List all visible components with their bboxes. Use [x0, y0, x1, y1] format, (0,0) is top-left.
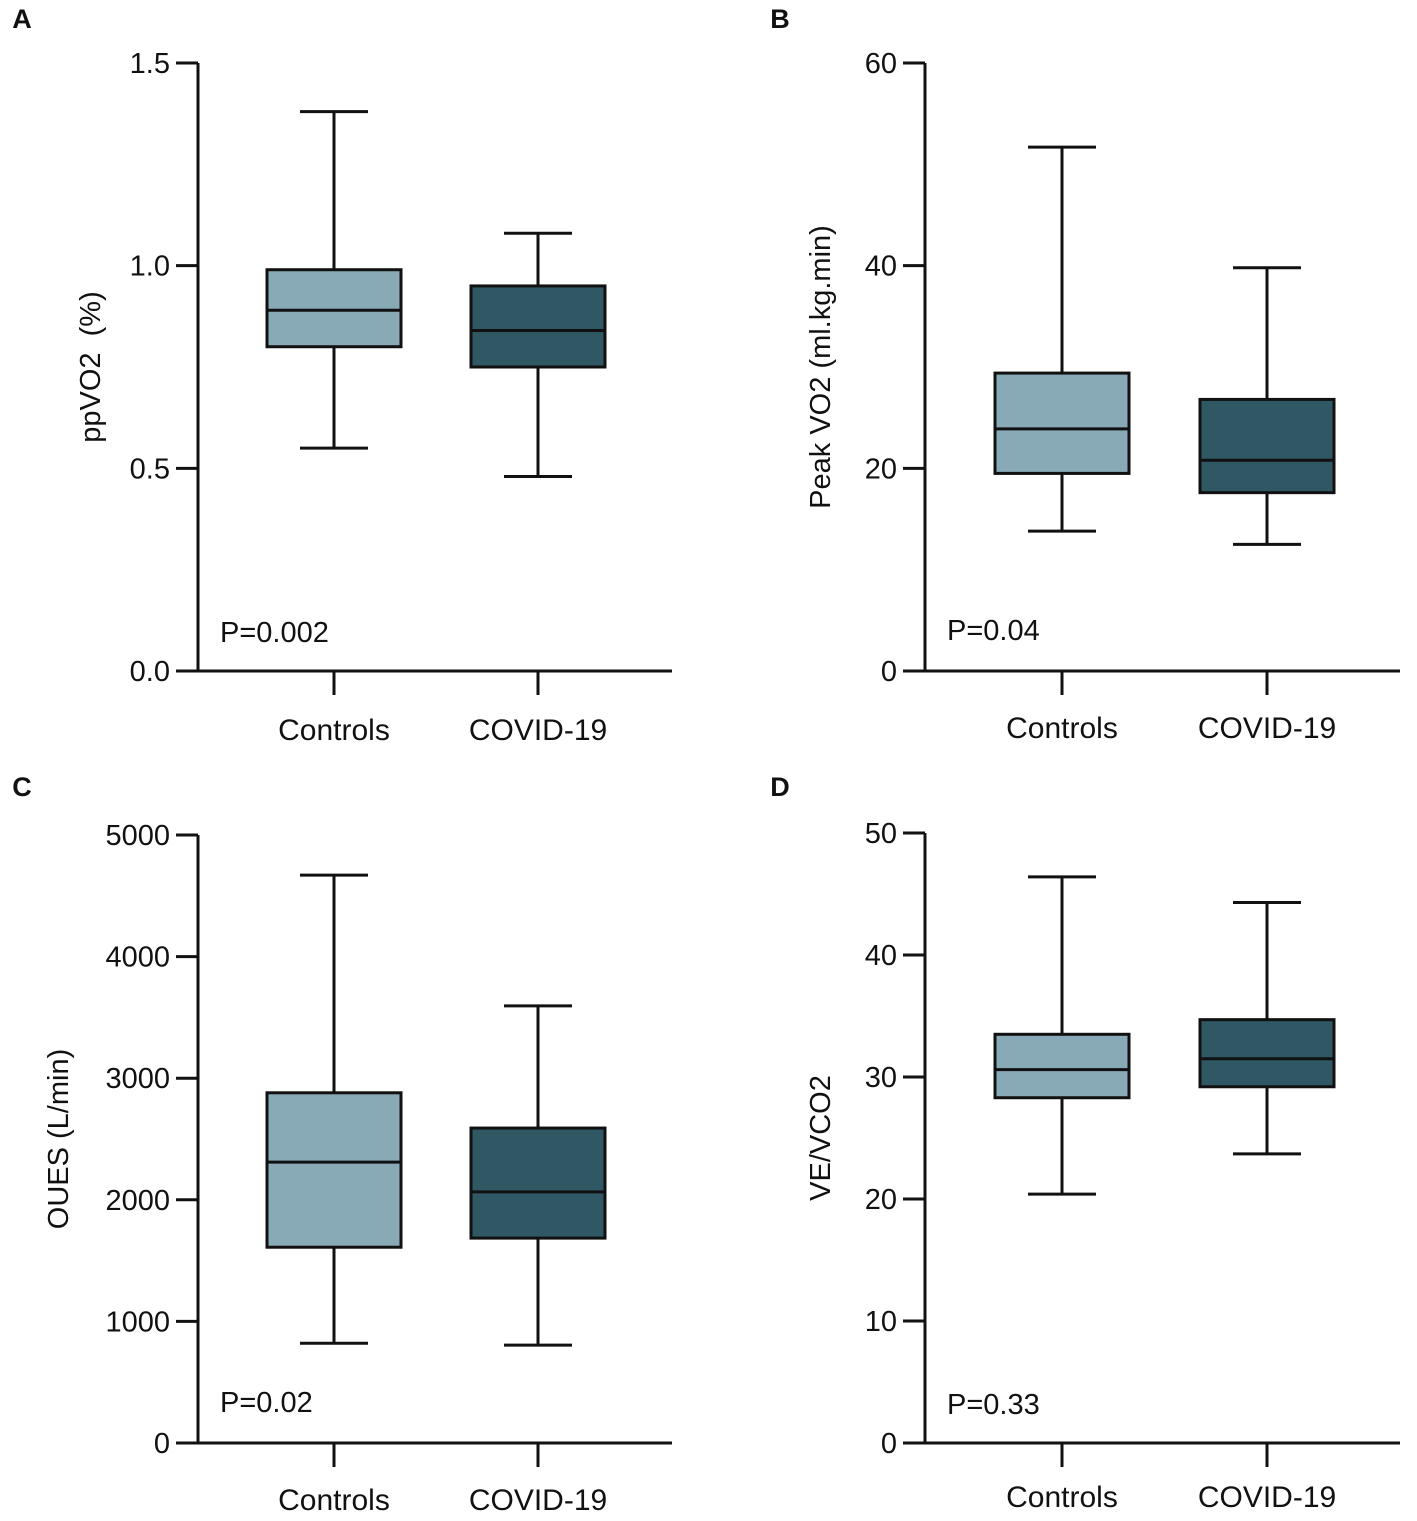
y-tick-label: 0	[881, 1428, 897, 1460]
panel-label: C	[12, 772, 32, 802]
iqr-box	[469, 1126, 607, 1240]
box-covid-19: COVID-19	[1198, 901, 1336, 1514]
x-tick-label: COVID-19	[469, 714, 607, 747]
x-tick-label: Controls	[278, 1484, 390, 1517]
y-tick-label: 0.5	[130, 453, 170, 485]
iqr-box	[1198, 397, 1336, 495]
y-tick-label: 3000	[105, 1063, 170, 1095]
iqr-box	[993, 1032, 1131, 1100]
x-tick-label: COVID-19	[1198, 712, 1336, 745]
y-tick-label: 1.5	[130, 48, 170, 80]
x-tick-label: COVID-19	[469, 1484, 607, 1517]
p-value-annotation: P=0.04	[947, 615, 1040, 647]
x-tick-label: COVID-19	[1198, 1481, 1336, 1514]
p-value-annotation: P=0.02	[220, 1387, 313, 1419]
y-axis-label: Peak VO2 (ml.kg.min)	[805, 225, 837, 509]
panel-a: A 0.0 0.5 1.0 1.5 ppVO2 (%) P=0.002 Controls COV…	[12, 4, 672, 747]
panel-label: D	[770, 772, 790, 802]
box-covid-19: COVID-19	[1198, 266, 1336, 745]
p-value-annotation: P=0.002	[220, 617, 329, 649]
x-tick-label: Controls	[278, 714, 390, 747]
y-tick-label: 0.0	[130, 656, 170, 688]
y-tick-label: 50	[865, 818, 897, 850]
y-tick-label: 30	[865, 1062, 897, 1094]
y-tick-label: 0	[881, 656, 897, 688]
iqr-box	[1198, 1018, 1336, 1089]
panel-label: A	[12, 4, 32, 34]
panel-c: C 0 1000 2000 3000 4000 5000 OUES (L/min) P=0.02…	[12, 772, 672, 1517]
iqr-box	[469, 284, 607, 369]
box-covid-19: COVID-19	[469, 1004, 607, 1517]
panel-label: B	[770, 4, 790, 34]
y-tick-label: 20	[865, 453, 897, 485]
y-tick-label: 1000	[105, 1306, 170, 1338]
y-axis-label: OUES (L/min)	[43, 1049, 75, 1229]
iqr-box	[993, 371, 1131, 475]
y-tick-label: 20	[865, 1184, 897, 1216]
panel-b: B 0 20 40 60 Peak VO2 (ml.kg.min) P=0.04 Contro…	[770, 4, 1400, 745]
p-value-annotation: P=0.33	[947, 1389, 1040, 1421]
y-tick-label: 10	[865, 1306, 897, 1338]
panel-d: D 0 10 20 30 40 50 VE/VCO2 P=0.33 Controls COVID-1…	[770, 772, 1400, 1514]
y-tick-label: 2000	[105, 1185, 170, 1217]
iqr-box	[265, 1091, 403, 1249]
y-tick-label: 4000	[105, 942, 170, 974]
y-tick-label: 1.0	[130, 251, 170, 283]
y-tick-label: 40	[865, 940, 897, 972]
y-axis-label: VE/VCO2	[805, 1075, 837, 1201]
x-tick-label: Controls	[1006, 1481, 1118, 1514]
y-tick-label: 5000	[105, 820, 170, 852]
box-controls: Controls	[993, 145, 1131, 745]
box-covid-19: COVID-19	[469, 231, 607, 747]
y-tick-label: 0	[154, 1428, 170, 1460]
box-controls: Controls	[265, 110, 403, 747]
y-tick-label: 40	[865, 251, 897, 283]
y-tick-label: 60	[865, 48, 897, 80]
box-controls: Controls	[265, 873, 403, 1517]
y-axis-label: ppVO2 (%)	[75, 291, 107, 443]
box-controls: Controls	[993, 875, 1131, 1514]
x-tick-label: Controls	[1006, 712, 1118, 745]
iqr-box	[265, 268, 403, 349]
